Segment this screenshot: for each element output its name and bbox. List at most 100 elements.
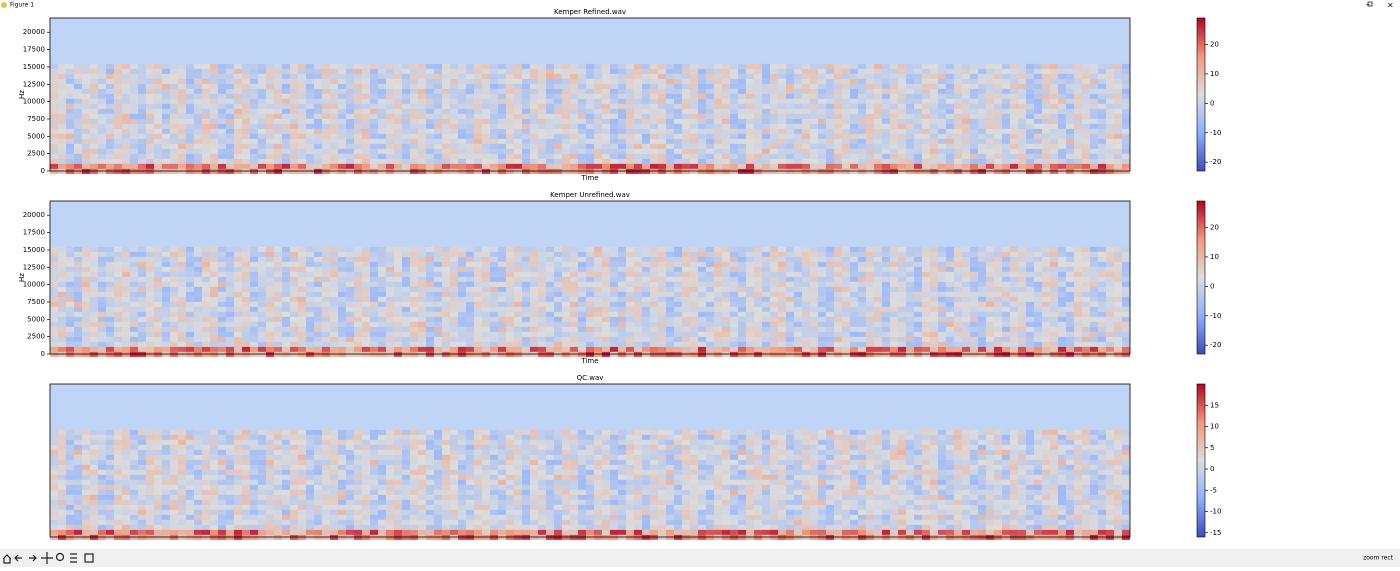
spectrogram-cell: [674, 74, 682, 79]
spectrogram-cell: [1042, 74, 1050, 79]
spectrogram-cell: [586, 129, 594, 134]
spectrogram-cell: [490, 327, 498, 332]
spectrogram-cell: [546, 342, 554, 347]
spectrogram-cell: [874, 104, 882, 109]
spectrogram-cell: [186, 262, 194, 267]
spectrogram-cell: [266, 74, 274, 79]
spectrogram-cell: [202, 247, 210, 252]
spectrogram-cell: [922, 99, 930, 104]
spectrogram-cell: [314, 297, 322, 302]
spectrogram-cell: [850, 149, 858, 154]
spectrogram-cell: [674, 302, 682, 307]
spectrogram-cell: [306, 89, 314, 94]
spectrogram-cell: [890, 99, 898, 104]
spectrogram-cell: [1066, 144, 1074, 149]
spectrogram-cell: [1018, 124, 1026, 129]
spectrogram-cell: [578, 347, 586, 352]
spectrogram-cell: [642, 282, 650, 287]
spectrogram-cell: [410, 139, 418, 144]
spectrogram-cell: [170, 262, 178, 267]
spectrogram-cell: [146, 327, 154, 332]
spectrogram-cell: [458, 302, 466, 307]
spectrogram-cell: [562, 277, 570, 282]
spectrogram-cell: [314, 134, 322, 139]
spectrogram-cell: [866, 144, 874, 149]
spectrogram-cell: [1034, 159, 1042, 164]
spectrogram-cell: [834, 69, 842, 74]
spectrogram-cell: [106, 79, 114, 84]
spectrogram-cell: [266, 247, 274, 252]
spectrogram-cell: [130, 252, 138, 257]
spectrogram-cell: [482, 317, 490, 322]
spectrogram-cell: [946, 119, 954, 124]
spectrogram-cell: [122, 149, 130, 154]
spectrogram-cell: [730, 134, 738, 139]
spectrogram-cell: [538, 79, 546, 84]
spectrogram-cell: [458, 104, 466, 109]
spectrogram-cell: [1098, 64, 1106, 69]
spectrogram-cell: [850, 74, 858, 79]
spectrogram-cell: [466, 327, 474, 332]
spectrogram-cell: [194, 347, 202, 352]
spectrogram-cell: [458, 282, 466, 287]
spectrogram-cell: [922, 79, 930, 84]
spectrogram-cell: [434, 347, 442, 352]
spectrogram-cell: [858, 74, 866, 79]
spectrogram-cell: [90, 94, 98, 99]
spectrogram-cell: [218, 302, 226, 307]
spectrogram-cell: [890, 84, 898, 89]
spectrogram-cell: [138, 292, 146, 297]
spectrogram-cell: [666, 139, 674, 144]
spectrogram-cell: [602, 114, 610, 119]
spectrogram-cell: [978, 64, 986, 69]
spectrogram-cell: [514, 247, 522, 252]
spectrogram-cell: [442, 64, 450, 69]
spectrogram-cell: [66, 74, 74, 79]
spectrogram-cell: [442, 79, 450, 84]
spectrogram-cell: [434, 94, 442, 99]
spectrogram-cell: [890, 154, 898, 159]
spectrogram-cell: [586, 292, 594, 297]
spectrogram-cell: [474, 292, 482, 297]
spectrogram-cell: [770, 69, 778, 74]
spectrogram-cell: [178, 94, 186, 99]
spectrogram-cell: [690, 154, 698, 159]
spectrogram-cell: [114, 79, 122, 84]
spectrogram-cell: [722, 347, 730, 352]
spectrogram-cell: [98, 292, 106, 297]
spectrogram-cell: [162, 119, 170, 124]
spectrogram-cell: [506, 257, 514, 262]
spectrogram-cell: [722, 149, 730, 154]
spectrogram-cell: [290, 247, 298, 252]
spectrogram-cell: [394, 124, 402, 129]
spectrogram-cell: [394, 154, 402, 159]
spectrogram-cell: [698, 149, 706, 154]
spectrogram-cell: [370, 347, 378, 352]
spectrogram-cell: [690, 292, 698, 297]
spectrogram-cell: [154, 277, 162, 282]
spectrogram-cell: [738, 327, 746, 332]
spectrogram-cell: [186, 322, 194, 327]
spectrogram-cell: [322, 74, 330, 79]
spectrogram-cell: [266, 154, 274, 159]
spectrogram-cell: [634, 149, 642, 154]
spectrogram-cell: [826, 119, 834, 124]
spectrogram-cell: [730, 272, 738, 277]
spectrogram-cell: [378, 99, 386, 104]
spectrogram-cell: [498, 144, 506, 149]
spectrogram-cell: [314, 94, 322, 99]
spectrogram-cell: [434, 84, 442, 89]
spectrogram-cell: [66, 124, 74, 129]
spectrogram-cell: [586, 287, 594, 292]
spectrogram-cell: [746, 337, 754, 342]
spectrogram-cell: [570, 119, 578, 124]
spectrogram-cell: [810, 124, 818, 129]
y-tick-label: 15000: [23, 63, 45, 71]
close-button[interactable]: ×: [1387, 1, 1394, 10]
spectrogram-cell: [602, 144, 610, 149]
spectrogram-cell: [74, 144, 82, 149]
spectrogram-cell: [474, 252, 482, 257]
spectrogram-cell: [1018, 99, 1026, 104]
spectrogram-cell: [626, 277, 634, 282]
spectrogram-cell: [522, 307, 530, 312]
